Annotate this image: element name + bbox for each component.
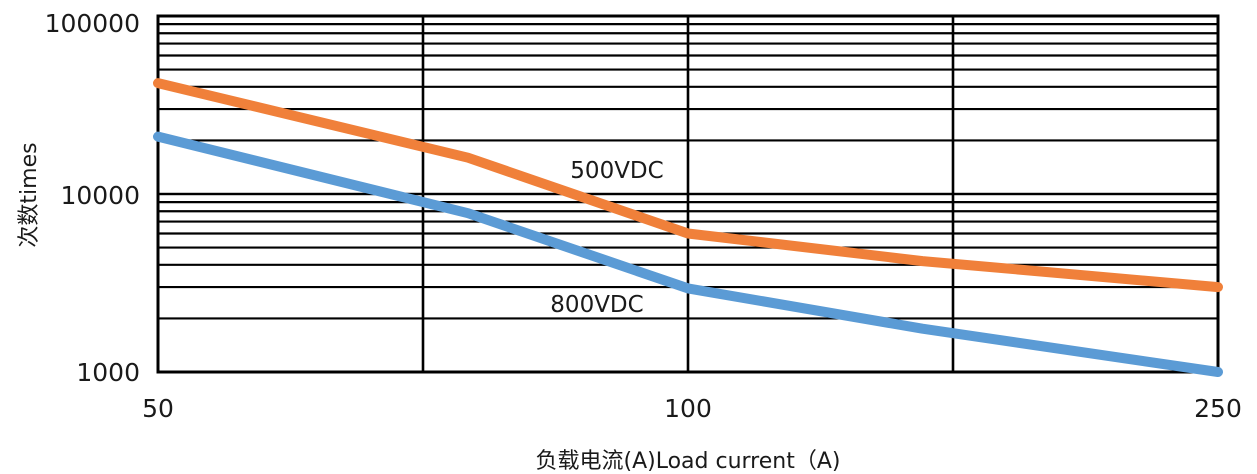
series-label-800vdc: 800VDC: [550, 292, 643, 318]
y-tick-label: 100000: [45, 9, 140, 38]
series-labels: 500VDC 800VDC: [550, 158, 663, 318]
y-tick-label: 1000: [76, 358, 140, 387]
x-tick-labels: 50 100 250: [142, 394, 1242, 423]
x-tick-label: 50: [142, 394, 174, 423]
plot-frame: [156, 14, 1220, 374]
y-tick-label: 10000: [60, 181, 140, 210]
series-lines: [153, 78, 1223, 377]
series-label-500vdc: 500VDC: [570, 158, 663, 184]
series-line-500vdc: [153, 78, 1223, 293]
grid: [156, 14, 1220, 374]
y-tick-labels: 100000 10000 1000: [45, 9, 140, 387]
x-tick-label: 100: [664, 394, 712, 423]
x-axis-label: 负载电流(A)Load current（A): [536, 449, 841, 474]
x-tick-label: 250: [1194, 394, 1242, 423]
series-line-800vdc: [153, 131, 1223, 377]
y-axis-label: 次数times: [17, 142, 42, 247]
